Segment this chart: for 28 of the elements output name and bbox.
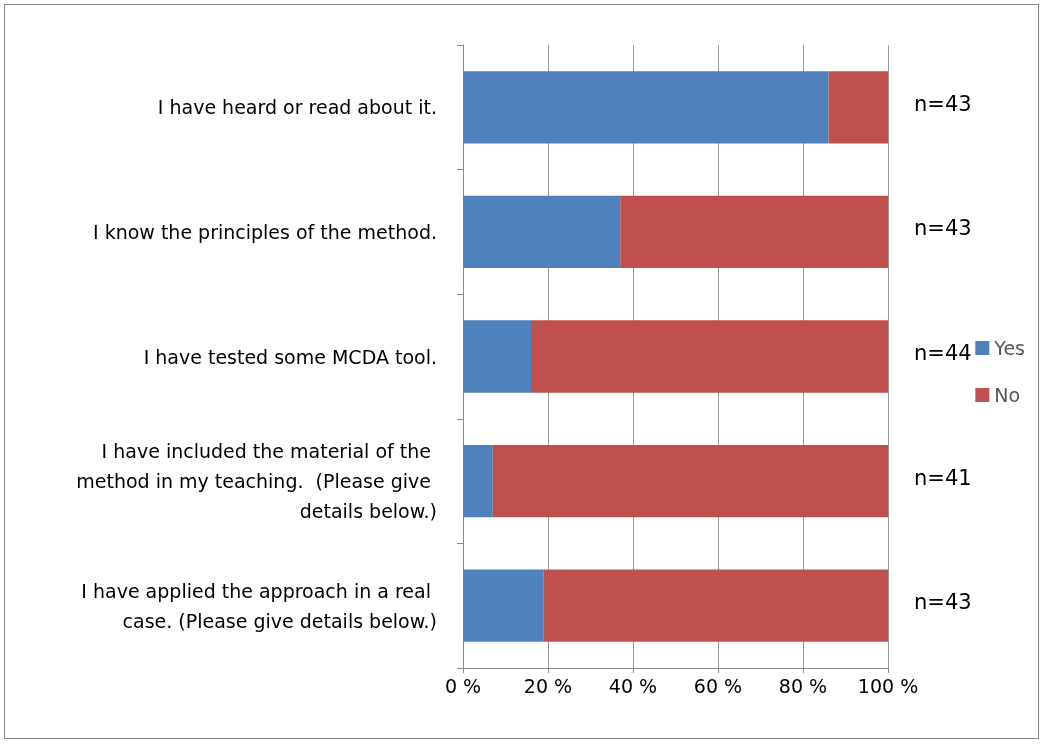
x-tick-label: 100 % xyxy=(857,674,919,697)
x-tick-label: 20 % xyxy=(523,674,573,697)
y-tick-label: I have heard or read about it. xyxy=(157,96,437,119)
x-tick-label: 40 % xyxy=(608,674,658,697)
legend-label: No xyxy=(994,384,1021,406)
x-tick-label: 0 % xyxy=(444,674,482,697)
text: n=43 xyxy=(914,91,972,116)
bar xyxy=(463,71,829,144)
text: n=43 xyxy=(914,590,972,615)
bar xyxy=(463,320,531,393)
legend-label: Yes xyxy=(993,337,1025,359)
bar xyxy=(620,195,888,269)
bar xyxy=(492,444,888,518)
y-tick-label: I have applied the approach in a real case. (Please give details below.) xyxy=(81,579,437,632)
x-tick-label: 60 % xyxy=(693,674,743,697)
bar xyxy=(828,71,888,144)
text: n=43 xyxy=(914,216,972,241)
text: n=41 xyxy=(914,465,972,490)
y-tick-label: I have tested some MCDA tool. xyxy=(143,345,437,368)
x-tick-label: 80 % xyxy=(778,674,828,697)
bar xyxy=(543,569,888,642)
bar xyxy=(463,195,621,269)
text: n=44 xyxy=(914,341,972,365)
bar xyxy=(531,320,888,393)
y-tick-label: I know the principles of the method. xyxy=(93,220,437,243)
bar xyxy=(463,444,493,518)
bar xyxy=(463,569,544,642)
y-tick-label: I have included the material of the method in my teaching. (Please give details below.) xyxy=(76,440,437,523)
